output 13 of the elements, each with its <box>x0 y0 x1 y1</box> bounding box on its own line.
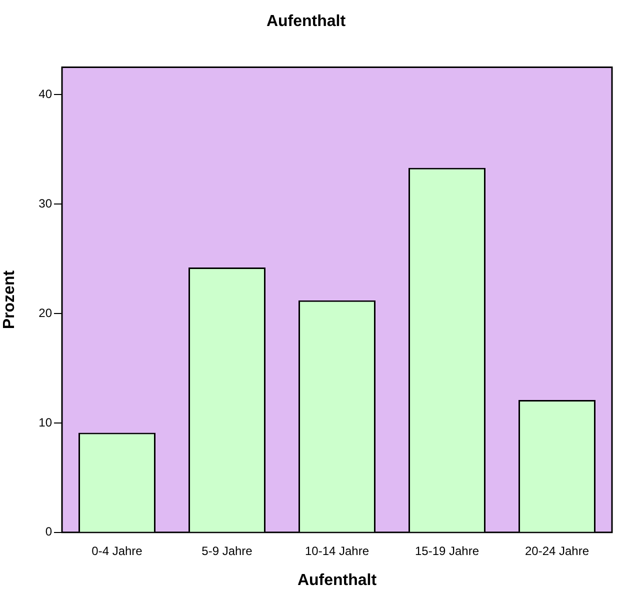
x-tick-label: 0-4 Jahre <box>92 544 143 558</box>
x-tick-label: 5-9 Jahre <box>202 544 253 558</box>
y-tick-label: 10 <box>38 415 52 430</box>
y-axis-title: Prozent <box>1 270 18 330</box>
x-tick-label: 15-19 Jahre <box>414 544 480 558</box>
chart-title: Aufenthalt <box>266 13 346 30</box>
x-tick-label: 10-14 Jahre <box>304 544 370 558</box>
x-axis-title: Aufenthalt <box>297 572 378 589</box>
y-tick-label: 20 <box>38 306 52 320</box>
y-tick-label: 0 <box>45 524 52 539</box>
x-tick-label: 20-24 Jahre <box>524 544 590 558</box>
y-tick-label: 40 <box>38 86 52 101</box>
y-tick-label: 30 <box>38 196 52 210</box>
